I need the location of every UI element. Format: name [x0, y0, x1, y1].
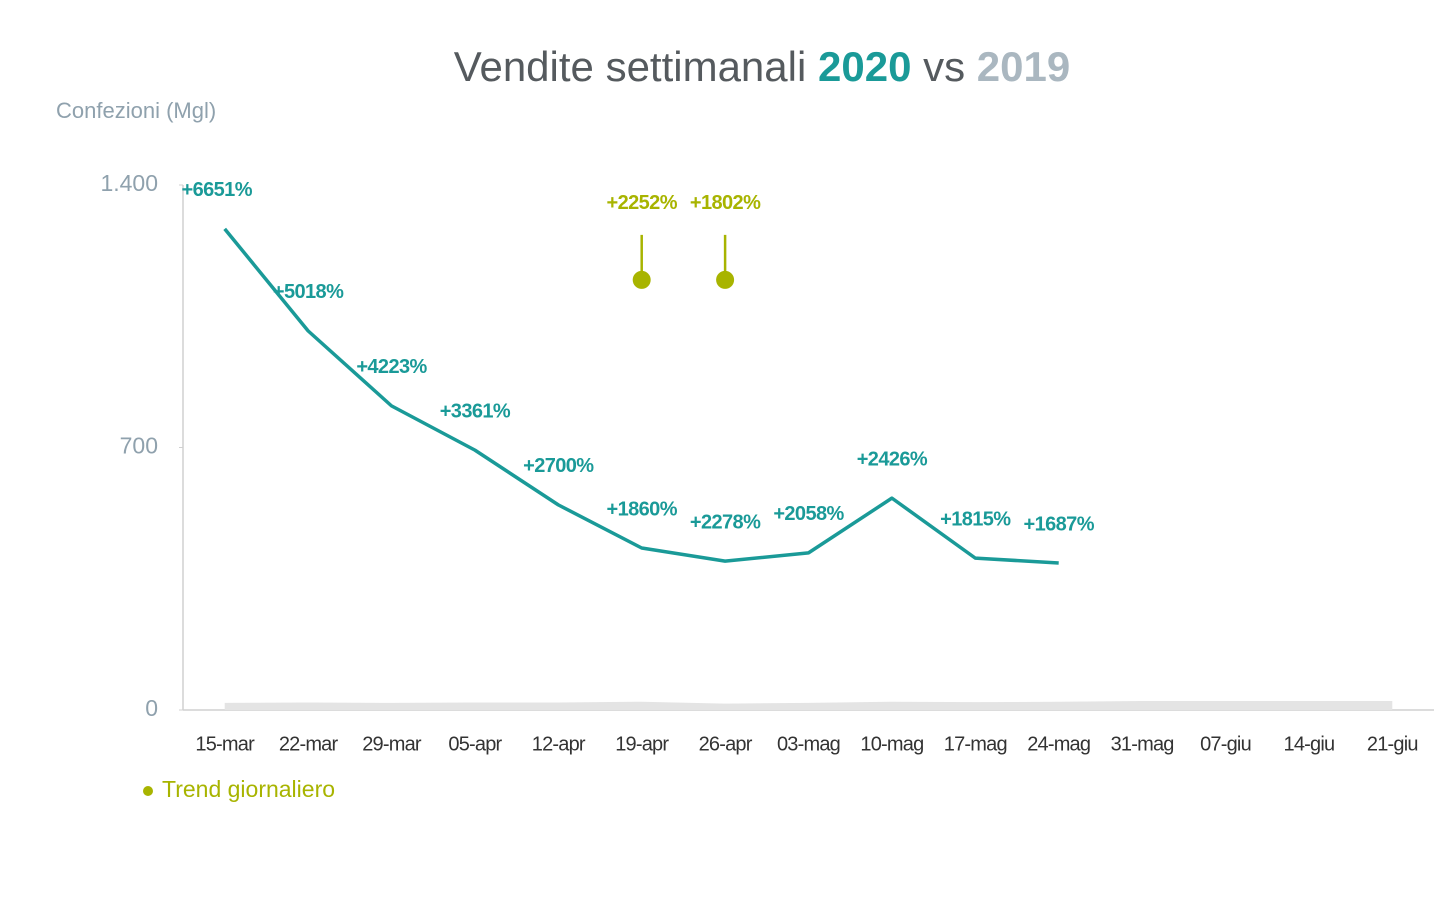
- legend-label: Trend giornaliero: [162, 776, 335, 802]
- change-label: +2700%: [523, 455, 594, 477]
- y-tick-label: 700: [120, 433, 158, 459]
- change-label: +6651%: [182, 179, 253, 201]
- trend-label: +1802%: [690, 192, 761, 214]
- x-tick-label: 22-mar: [279, 733, 339, 755]
- x-tick-label: 07-giu: [1200, 733, 1251, 755]
- change-label: +1815%: [940, 508, 1011, 530]
- change-label: +1687%: [1024, 513, 1095, 535]
- change-label: +2058%: [773, 503, 844, 525]
- title-vs: vs: [923, 43, 965, 90]
- x-tick-label: 26-apr: [699, 733, 753, 755]
- x-tick-label: 05-apr: [448, 733, 502, 755]
- x-tick-label: 31-mag: [1111, 733, 1174, 755]
- change-label: +2426%: [857, 448, 928, 470]
- change-label: +5018%: [273, 281, 344, 303]
- chart-title: Vendite settimanali 2020 vs 2019: [454, 43, 1070, 90]
- x-tick-label: 19-apr: [615, 733, 669, 755]
- trend-label: +2252%: [607, 192, 678, 214]
- x-tick-label: 15-mar: [195, 733, 255, 755]
- line-2020: [223, 227, 1059, 565]
- x-tick-label: 17-mag: [944, 733, 1007, 755]
- title-2019: 2019: [977, 43, 1070, 90]
- change-label: +4223%: [356, 356, 427, 378]
- title-2020: 2020: [818, 43, 911, 90]
- x-tick-label: 12-apr: [532, 733, 586, 755]
- y-tick-label: 1.400: [100, 170, 158, 196]
- x-tick-label: 10-mag: [860, 733, 923, 755]
- change-label: +1860%: [607, 498, 678, 520]
- x-tick-label: 03-mag: [777, 733, 840, 755]
- change-label: +3361%: [440, 400, 511, 422]
- x-tick-label: 24-mag: [1027, 733, 1090, 755]
- x-tick-label: 21-giu: [1367, 733, 1418, 755]
- area-2019: [224, 701, 1393, 710]
- y-axis-label: Confezioni (Mgl): [56, 98, 216, 123]
- trend-marker: [716, 270, 735, 289]
- x-tick-label: 14-giu: [1284, 733, 1335, 755]
- y-tick-label: 0: [145, 695, 158, 721]
- title-text: Vendite settimanali: [454, 43, 807, 90]
- x-tick-label: 29-mar: [362, 733, 422, 755]
- change-label: +2278%: [690, 511, 761, 533]
- legend-marker: [143, 786, 153, 796]
- trend-marker: [632, 270, 651, 289]
